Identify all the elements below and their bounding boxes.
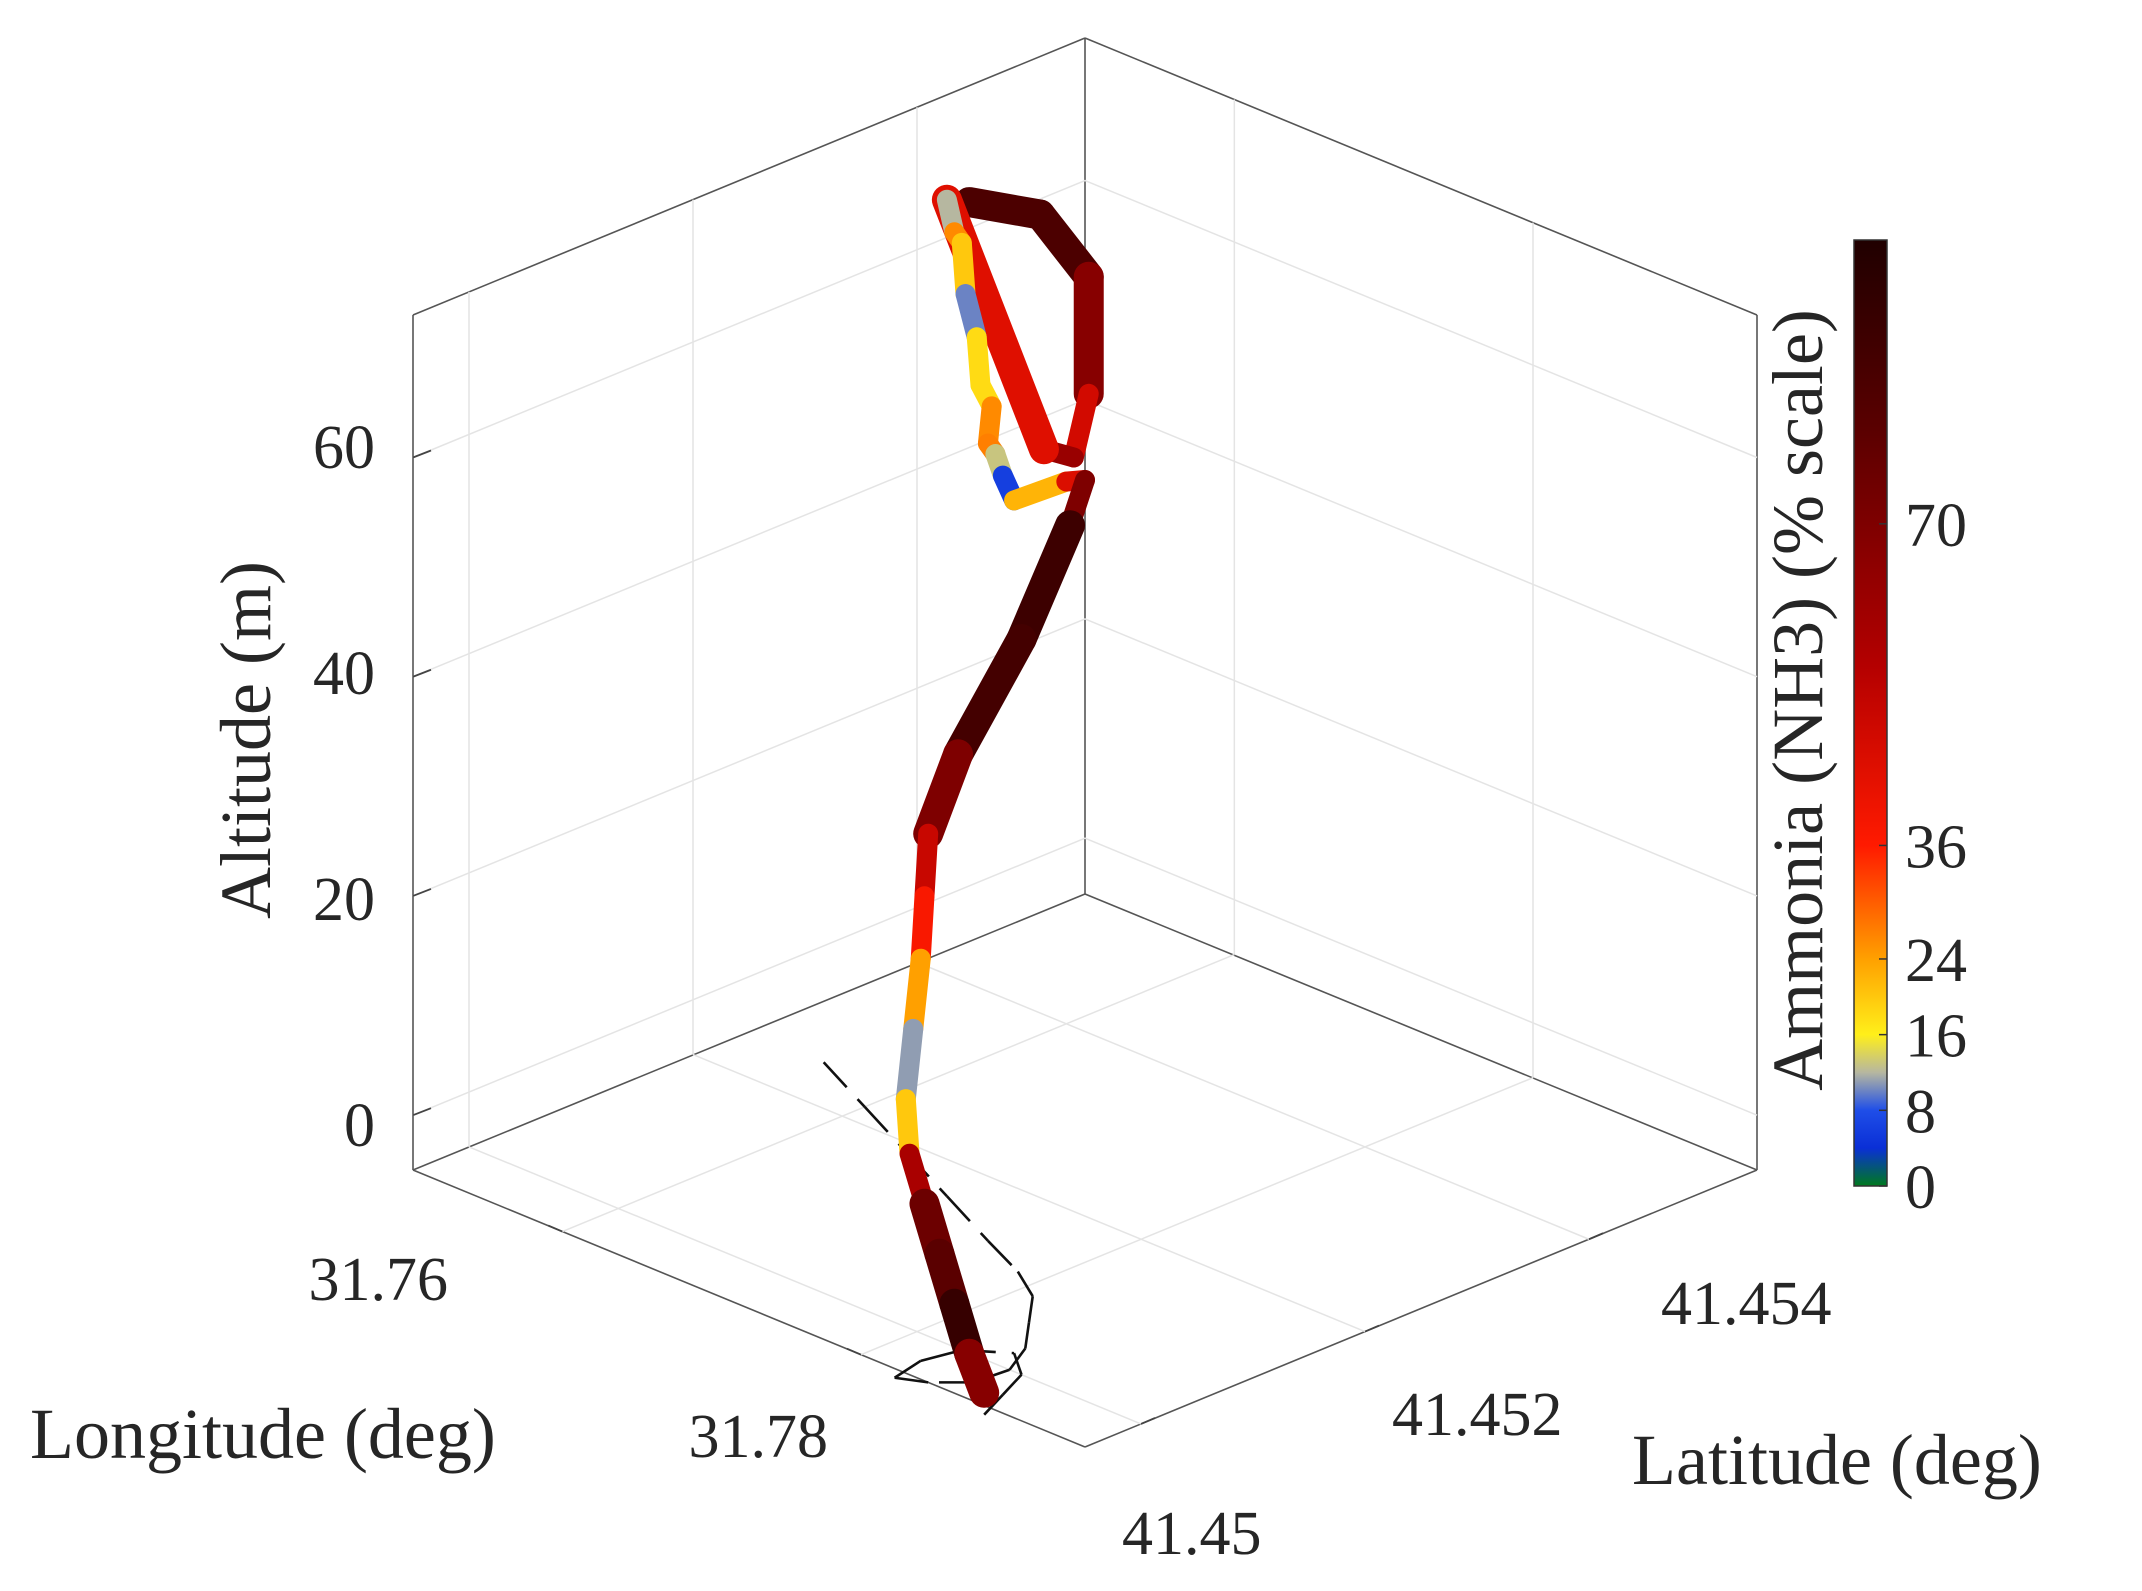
colorbar-ticks <box>1879 523 1887 1187</box>
colorbar-tick-label: 16 <box>1905 1003 1967 1071</box>
x-tick-labels: 31.76 31.78 <box>309 1246 829 1471</box>
x-tick-mark <box>547 1224 563 1233</box>
z-tick-label: 40 <box>313 640 375 708</box>
trajectory-segment <box>954 1338 1000 1408</box>
z-axis-label: Altitude (m) <box>206 561 286 919</box>
trajectory-segment <box>1006 510 1086 655</box>
grid-line <box>468 1146 1142 1425</box>
box-edge <box>412 893 1086 1171</box>
axes-box <box>412 37 1758 1448</box>
z-tick-mark <box>412 449 432 459</box>
ground-track-segment <box>1016 1270 1034 1297</box>
colorbar-tick-label: 0 <box>1905 1154 1936 1222</box>
colorbar-tick-label: 70 <box>1905 492 1967 560</box>
z-tick-mark <box>412 888 432 897</box>
trajectory-segment <box>895 1018 924 1110</box>
y-axis-label: Latitude (deg) <box>1632 1420 2042 1500</box>
trajectory-segment <box>903 948 931 1039</box>
z-tick-labels: 60 40 20 0 <box>313 414 375 1160</box>
ground-track-segment <box>1001 1373 1023 1396</box>
trajectory-segment <box>913 739 974 849</box>
y-tick-labels: 41.45 41.452 41.454 <box>1122 1270 1832 1568</box>
y-tick-mark <box>1588 1232 1604 1241</box>
grid-line <box>692 1053 1366 1333</box>
colorbar-tick-label: 36 <box>1905 813 1967 881</box>
grid-line <box>860 1076 1534 1356</box>
x-tick-label: 31.78 <box>689 1403 829 1471</box>
tick-marks <box>412 449 1604 1425</box>
trajectory-segment <box>910 886 935 969</box>
z-tick-label: 60 <box>313 414 375 482</box>
ground-track-segment <box>893 1359 922 1379</box>
colorbar-tick-label: 24 <box>1905 927 1967 995</box>
z-tick-mark <box>412 1107 432 1117</box>
y-tick-label: 41.454 <box>1661 1270 1832 1338</box>
colorbar-label: Ammonia (NH3) (% scale) <box>1758 309 1838 1091</box>
x-tick-label: 31.76 <box>309 1246 449 1314</box>
trajectory-segment <box>1063 383 1099 468</box>
grid-lines <box>412 99 1758 1425</box>
y-tick-label: 41.452 <box>1392 1381 1563 1449</box>
box-edge <box>412 37 1086 316</box>
ground-track-segment <box>983 1393 1004 1416</box>
ground-track-segment <box>1027 1296 1035 1323</box>
colorbar-tick-label: 8 <box>1905 1078 1936 1146</box>
z-tick-label: 0 <box>344 1092 375 1160</box>
colorbar-tick-labels: 0 8 16 24 36 70 <box>1905 492 1967 1222</box>
ground-track-segment <box>1012 1352 1023 1376</box>
z-tick-mark <box>412 668 432 678</box>
box-edge <box>1084 1169 1758 1448</box>
box-edge <box>1084 893 1758 1171</box>
ground-track-segment <box>1023 1322 1031 1349</box>
trajectory-ribbon <box>895 184 1104 1408</box>
x-tick-mark <box>846 1347 862 1356</box>
trajectory-segment <box>943 624 1037 770</box>
z-tick-label: 20 <box>313 866 375 934</box>
ground-track-segment <box>987 1239 1019 1273</box>
ground-track-segment <box>822 1061 866 1108</box>
ground-track <box>822 1061 1035 1416</box>
grid-line <box>916 961 1590 1240</box>
trajectory-segment <box>914 823 939 907</box>
y-tick-label: 41.45 <box>1122 1500 1262 1568</box>
colorbar <box>1853 239 1888 1187</box>
x-axis-label: Longitude (deg) <box>30 1394 496 1474</box>
y-tick-mark <box>1140 1417 1156 1425</box>
box-edge <box>1084 37 1758 316</box>
ground-track-segment <box>945 1195 989 1242</box>
y-tick-mark <box>1364 1324 1380 1333</box>
ground-track-segment <box>920 1348 963 1363</box>
ground-track-segment <box>894 1376 929 1384</box>
